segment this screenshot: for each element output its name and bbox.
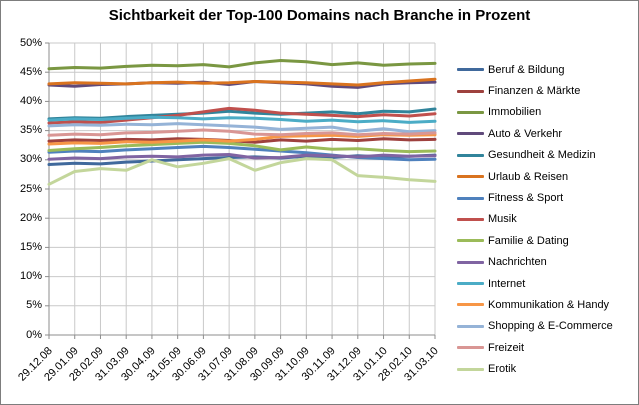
legend-marker — [457, 346, 484, 350]
legend-marker — [457, 110, 484, 114]
legend-label: Nachrichten — [488, 256, 547, 269]
y-axis-label: 45% — [19, 65, 42, 78]
legend-marker — [457, 324, 484, 328]
legend-item-nachrichten: Nachrichten — [457, 252, 613, 273]
series-line-internet — [47, 115, 437, 124]
y-axis-label: 40% — [19, 94, 42, 107]
series-line-freizeit — [47, 128, 437, 137]
legend-marker — [457, 367, 484, 371]
legend-marker — [457, 260, 484, 264]
legend-item-auto-verkehr: Auto & Verkehr — [457, 123, 613, 144]
legend-item-familie-dating: Familie & Dating — [457, 230, 613, 251]
legend-label: Musik — [488, 213, 517, 226]
legend-label: Erotik — [488, 363, 517, 376]
series-line-familie-dating — [47, 140, 437, 154]
legend-item-freizeit: Freizeit — [457, 337, 613, 358]
legend-marker — [457, 89, 484, 93]
legend-item-urlaub-reisen: Urlaub & Reisen — [457, 166, 613, 187]
legend-item-gesundheit-medizin: Gesundheit & Medizin — [457, 145, 613, 166]
legend-item-fitness-sport: Fitness & Sport — [457, 187, 613, 208]
legend-marker — [457, 217, 484, 221]
legend-item-kommunikation-handy: Kommunikation & Handy — [457, 294, 613, 315]
y-axis-label: 0% — [26, 328, 42, 341]
legend-marker — [457, 282, 484, 286]
legend-item-erotik: Erotik — [457, 358, 613, 379]
legend-label: Beruf & Bildung — [488, 63, 565, 76]
series-line-urlaub-reisen — [47, 77, 437, 87]
series-line-immobilien — [47, 59, 437, 71]
series-line-fitness-sport — [47, 144, 437, 162]
legend-item-beruf-bildung: Beruf & Bildung — [457, 59, 613, 80]
y-axis-label: 50% — [19, 36, 42, 49]
legend-label: Shopping & E-Commerce — [488, 320, 613, 333]
series-line-nachrichten — [47, 153, 437, 161]
legend-label: Kommunikation & Handy — [488, 298, 610, 311]
legend-marker — [457, 196, 484, 200]
y-axis-label: 20% — [19, 211, 42, 224]
y-axis-label: 15% — [19, 240, 42, 253]
legend-item-musik: Musik — [457, 209, 613, 230]
y-axis-label: 5% — [26, 299, 42, 312]
legend-marker — [457, 303, 484, 307]
legend-label: Freizeit — [488, 341, 525, 354]
legend-label: Internet — [488, 277, 526, 290]
legend-item-shopping-e-commerce: Shopping & E-Commerce — [457, 316, 613, 337]
y-axis-label: 35% — [19, 124, 42, 137]
series-line-shopping-e-commerce — [47, 122, 437, 134]
legend-marker — [457, 153, 484, 157]
legend-marker — [457, 175, 484, 179]
series-line-erotik — [47, 157, 437, 186]
legend-marker — [457, 132, 484, 136]
legend-item-finanzen-m-rkte: Finanzen & Märkte — [457, 80, 613, 101]
legend-marker — [457, 239, 484, 243]
legend-label: Urlaub & Reisen — [488, 170, 569, 183]
legend-item-internet: Internet — [457, 273, 613, 294]
legend-label: Auto & Verkehr — [488, 127, 562, 140]
legend-label: Fitness & Sport — [488, 192, 564, 205]
legend-marker — [457, 68, 484, 72]
series-line-musik — [47, 106, 437, 125]
legend-label: Gesundheit & Medizin — [488, 149, 596, 162]
chart-title: Sichtbarkeit der Top-100 Domains nach Br… — [108, 7, 531, 24]
legend: Beruf & Bildung Finanzen & Märkte Immobili… — [457, 59, 613, 380]
legend-label: Immobilien — [488, 106, 542, 119]
y-axis-label: 10% — [19, 270, 42, 283]
y-axis-label: 30% — [19, 153, 42, 166]
legend-label: Familie & Dating — [488, 234, 569, 247]
y-axis-label: 25% — [19, 182, 42, 195]
legend-item-immobilien: Immobilien — [457, 102, 613, 123]
legend-label: Finanzen & Märkte — [488, 85, 581, 98]
